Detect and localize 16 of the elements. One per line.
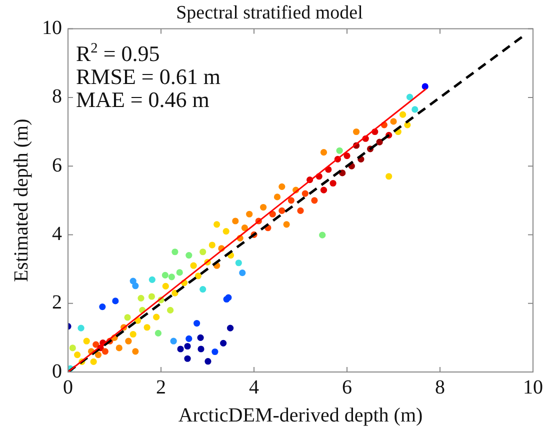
x-tick-label: 10 — [523, 376, 543, 398]
y-tick-label: 10 — [42, 17, 62, 40]
x-axis-title: ArcticDEM-derived depth (m) — [178, 404, 423, 426]
x-tick-label: 8 — [435, 376, 445, 398]
y-tick-label: 2 — [52, 292, 62, 314]
y-tick-label: 0 — [52, 360, 62, 382]
x-tick-label: 4 — [249, 376, 259, 398]
x-tick-label: 6 — [342, 376, 352, 398]
y-tick-label: 8 — [52, 86, 62, 108]
x-tick-label: 2 — [156, 376, 166, 398]
y-tick-label: 6 — [52, 154, 62, 176]
annotation: RMSE = 0.61 m — [76, 64, 220, 89]
chart-title: Spectral stratified model — [176, 2, 363, 24]
y-tick-label: 4 — [52, 222, 62, 245]
annotation: MAE = 0.46 m — [76, 86, 210, 112]
y-axis-title: Estimated depth (m) — [10, 118, 32, 282]
